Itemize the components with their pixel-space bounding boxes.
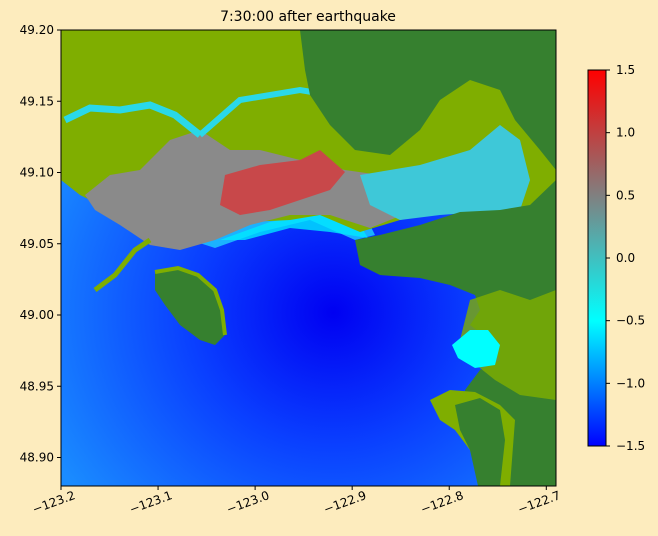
x-axis: −123.2 −123.1 −123.0 −122.9 −122.8 −122.7 — [31, 486, 563, 517]
x-tick-label: −122.8 — [419, 488, 466, 516]
high-land-northeast — [300, 30, 556, 170]
x-tick-label: −123.0 — [225, 488, 272, 516]
colorbar-tick-label: −1.0 — [616, 376, 645, 390]
colorbar-tick-label: −1.5 — [616, 439, 645, 453]
y-tick-label: 49.05 — [20, 237, 54, 251]
y-tick-label: 49.15 — [20, 94, 54, 108]
colorbar-tick-label: 0.0 — [616, 251, 635, 265]
y-tick-label: 49.00 — [20, 308, 54, 322]
x-tick-label: −122.7 — [516, 488, 563, 516]
low-land-east-fringe — [460, 290, 556, 400]
y-tick-label: 48.90 — [20, 451, 54, 465]
plot-area — [61, 30, 556, 486]
y-tick-label: 49.20 — [20, 23, 54, 37]
colorbar-ticks: −1.5 −1.0 −0.5 0.0 0.5 1.0 1.5 — [606, 63, 645, 453]
flood-red-zone — [220, 150, 345, 215]
east-inlet-cyan — [452, 330, 500, 368]
y-tick-label: 49.10 — [20, 166, 54, 180]
high-land-east — [355, 180, 556, 486]
colorbar-tick-label: 0.5 — [616, 188, 635, 202]
bay-cyan — [360, 125, 530, 220]
peninsula — [155, 268, 225, 345]
southeast-cape-high — [455, 398, 505, 486]
x-tick-label: −122.9 — [322, 488, 369, 516]
colorbar-tick-label: −0.5 — [616, 314, 645, 328]
x-tick-label: −123.2 — [31, 488, 78, 516]
y-axis: 48.90 48.95 49.00 49.05 49.10 49.15 49.20 — [20, 23, 61, 465]
x-tick-label: −123.1 — [128, 488, 175, 516]
chart-title: 7:30:00 after earthquake — [220, 9, 396, 25]
plot-frame — [60, 29, 557, 487]
jetty — [93, 237, 152, 292]
peninsula-shore — [154, 265, 227, 336]
river-channel — [63, 101, 203, 138]
colorbar-tick-label: 1.5 — [616, 63, 635, 77]
colorbar-bar — [587, 69, 607, 447]
colorbar-tick-label: 1.0 — [616, 126, 635, 140]
colorbar: −1.5 −1.0 −0.5 0.0 0.5 1.0 1.5 — [587, 63, 645, 453]
y-tick-label: 48.95 — [20, 379, 54, 393]
